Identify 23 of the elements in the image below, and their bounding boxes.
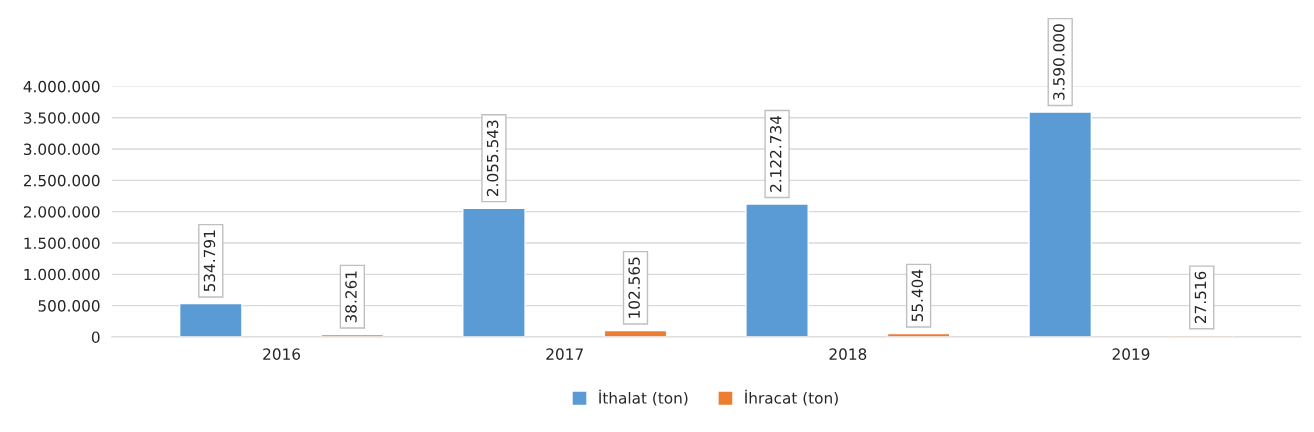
y-tick-label: 1.000.000 <box>24 268 100 281</box>
y-tick-label: 0 <box>91 331 100 343</box>
data-label: 102.565 <box>628 257 640 318</box>
y-tick-label: 2.000.000 <box>23 206 100 218</box>
y-tick-label: 2.500.000 <box>23 174 100 187</box>
y-tick-label: 500.000 <box>38 300 100 312</box>
x-tick-label: 2016 <box>263 348 301 360</box>
legend-label: İhracat (ton) <box>745 389 838 406</box>
data-label: 27.516 <box>1194 271 1207 324</box>
data-label: 3.590.000 <box>1053 24 1065 100</box>
x-tick-label: 2018 <box>829 348 867 360</box>
data-label: 55.404 <box>911 269 924 322</box>
data-label: 38.261 <box>345 271 357 323</box>
y-tick-label: 4.000.000 <box>23 80 100 93</box>
y-tick-label: 3.000.000 <box>23 143 100 156</box>
data-label: 534.791 <box>203 230 216 292</box>
legend-label: İthalat (ton) <box>599 389 688 406</box>
x-tick-label: 2017 <box>546 348 583 360</box>
y-tick-label: 3.500.000 <box>23 112 100 124</box>
x-tick-label: 2019 <box>1112 348 1150 360</box>
data-label: 2.055.543 <box>486 120 499 196</box>
data-label: 2.122.734 <box>769 115 782 192</box>
y-tick-label: 1.500.000 <box>24 237 100 250</box>
